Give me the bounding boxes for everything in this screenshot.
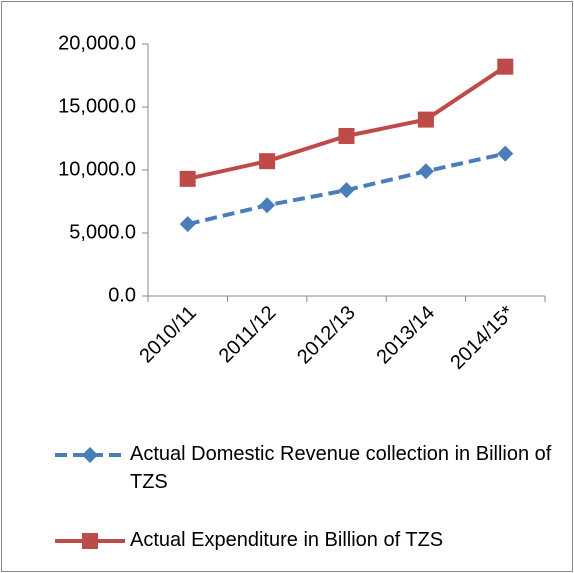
y-tick-label: 15,000.0 (58, 95, 136, 117)
y-tick-label: 0.0 (108, 284, 136, 306)
legend-marker (82, 447, 98, 463)
legend-label: Actual Expenditure in Billion of TZS (130, 529, 444, 551)
marker (497, 145, 514, 162)
marker (417, 111, 434, 128)
marker (338, 182, 355, 199)
marker (497, 58, 514, 75)
marker (259, 153, 276, 170)
legend-marker (82, 533, 98, 549)
marker (259, 197, 276, 214)
y-tick-label: 20,000.0 (58, 32, 136, 54)
marker (179, 170, 196, 187)
y-tick-label: 10,000.0 (58, 158, 136, 180)
marker (179, 216, 196, 233)
y-tick-label: 5,000.0 (69, 221, 136, 243)
marker (338, 127, 355, 144)
marker (417, 163, 434, 180)
legend-label: Actual Domestic Revenue collection in Bi… (130, 443, 552, 493)
